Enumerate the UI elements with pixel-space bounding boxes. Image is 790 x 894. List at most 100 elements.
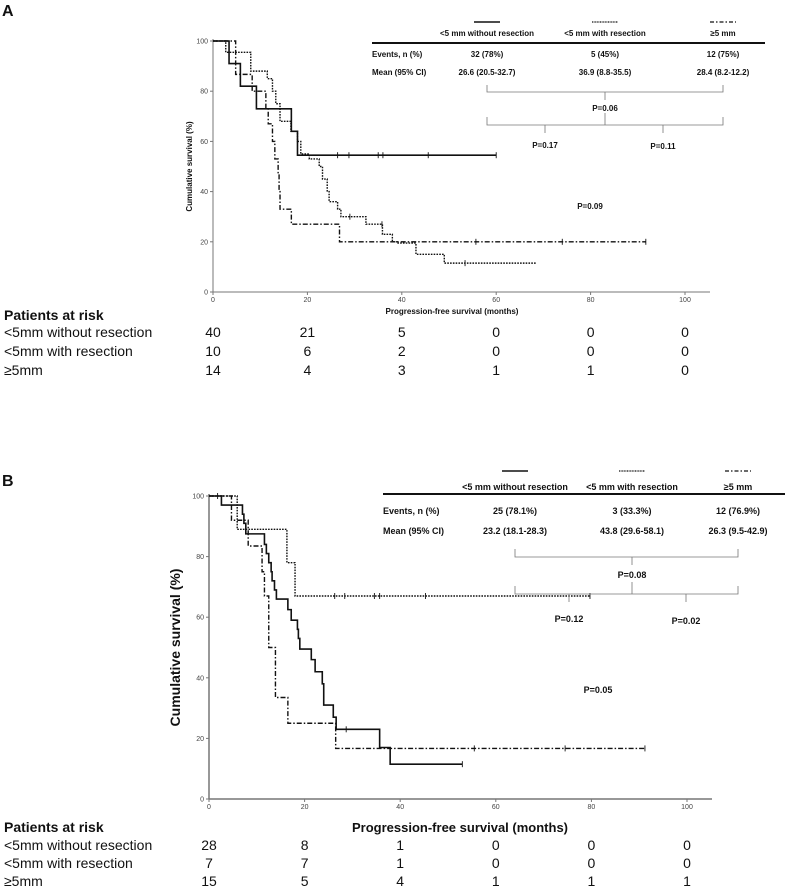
p-value-right: P=0.11 (650, 142, 676, 151)
risk-count: 10 (205, 343, 221, 359)
risk-row-label: <5mm without resection (4, 837, 152, 853)
risk-row-label: <5mm with resection (4, 855, 133, 871)
x-tick-label: 20 (301, 804, 309, 811)
p-value-left: P=0.17 (532, 141, 558, 150)
survival-curve-dotted (213, 40, 536, 264)
table-cell: 3 (33.3%) (612, 506, 651, 516)
panel-label-b: B (2, 473, 14, 490)
risk-row-label: ≥5mm (4, 873, 43, 889)
legend-header: <5 mm with resection (564, 29, 646, 38)
risk-count: 1 (683, 873, 691, 889)
risk-count: 4 (304, 362, 312, 378)
table-row-label: Mean (95% CI) (383, 526, 444, 536)
risk-count: 4 (396, 873, 404, 889)
risk-count: 0 (492, 837, 500, 853)
table-cell: 28.4 (8.2-12.2) (697, 68, 750, 77)
y-axis-label: Cumulative survival (%) (167, 569, 183, 727)
risk-count: 40 (205, 324, 221, 340)
survival-curve-dotted (209, 495, 590, 597)
y-axis-label: Cumulative survival (%) (185, 121, 194, 212)
x-tick-label: 100 (679, 297, 691, 304)
table-cell: 5 (45%) (591, 50, 619, 59)
risk-count: 1 (396, 837, 404, 853)
legend-header: <5 mm without resection (462, 482, 568, 492)
risk-table-title: Patients at risk (4, 819, 104, 835)
risk-row-label: <5mm without resection (4, 324, 152, 340)
y-tick-label: 20 (200, 239, 208, 246)
legend-header: <5 mm without resection (440, 29, 534, 38)
risk-table-title: Patients at risk (4, 307, 104, 323)
bracket-overall (514, 549, 739, 565)
y-tick-label: 100 (192, 494, 204, 501)
risk-count: 1 (587, 362, 595, 378)
y-tick-label: 0 (200, 797, 204, 804)
table-row-label: Mean (95% CI) (372, 68, 427, 77)
x-tick-label: 60 (492, 297, 500, 304)
risk-count: 21 (300, 324, 316, 340)
risk-count: 5 (301, 873, 309, 889)
bracket-pairwise (486, 113, 724, 133)
survival-curve-solid (209, 495, 463, 765)
risk-count: 6 (304, 343, 312, 359)
x-tick-label: 80 (587, 297, 595, 304)
risk-row-label: <5mm with resection (4, 343, 133, 359)
x-tick-label: 100 (681, 804, 693, 811)
table-cell: 12 (76.9%) (716, 506, 760, 516)
y-tick-label: 100 (196, 39, 208, 46)
x-axis-label: Progression-free survival (months) (352, 820, 568, 835)
risk-count: 0 (683, 855, 691, 871)
p-value-overall: P=0.06 (592, 104, 618, 113)
risk-count: 15 (201, 873, 217, 889)
risk-count: 7 (301, 855, 309, 871)
survival-curve-dashdot (209, 495, 645, 750)
y-tick-label: 40 (196, 675, 204, 682)
p-value-left: P=0.12 (555, 614, 584, 624)
x-tick-label: 60 (492, 804, 500, 811)
table-cell: 25 (78.1%) (493, 506, 537, 516)
panel-label-a: A (2, 3, 14, 20)
bracket-pairwise (514, 582, 739, 602)
risk-count: 0 (492, 855, 500, 871)
risk-count: 2 (398, 343, 406, 359)
risk-count: 0 (492, 343, 500, 359)
table-cell: 43.8 (29.6-58.1) (600, 526, 664, 536)
risk-count: 28 (201, 837, 217, 853)
y-tick-label: 40 (200, 189, 208, 196)
x-axis-label: Progression-free survival (months) (386, 307, 519, 316)
legend-header: ≥5 mm (724, 482, 752, 492)
risk-count: 1 (588, 873, 596, 889)
bracket-overall (486, 85, 724, 100)
y-tick-label: 80 (196, 554, 204, 561)
risk-count: 5 (398, 324, 406, 340)
risk-count: 3 (398, 362, 406, 378)
x-tick-label: 40 (398, 297, 406, 304)
risk-row-label: ≥5mm (4, 362, 43, 378)
legend-header: <5 mm with resection (586, 482, 678, 492)
p-value-logrank: P=0.05 (584, 685, 613, 695)
y-tick-label: 0 (204, 290, 208, 297)
p-value-logrank: P=0.09 (577, 202, 603, 211)
y-tick-label: 60 (196, 615, 204, 622)
table-cell: 12 (75%) (707, 50, 740, 59)
p-value-overall: P=0.08 (618, 570, 647, 580)
table-cell: 26.3 (9.5-42.9) (708, 526, 767, 536)
risk-count: 0 (681, 362, 689, 378)
risk-count: 0 (681, 324, 689, 340)
table-cell: 23.2 (18.1-28.3) (483, 526, 547, 536)
risk-count: 0 (588, 855, 596, 871)
table-row-label: Events, n (%) (383, 506, 440, 516)
risk-count: 1 (396, 855, 404, 871)
risk-count: 14 (205, 362, 221, 378)
x-tick-label: 0 (207, 804, 211, 811)
legend-header: ≥5 mm (710, 29, 735, 38)
survival-curve-solid (213, 40, 497, 157)
y-tick-label: 20 (196, 736, 204, 743)
risk-count: 1 (492, 873, 500, 889)
risk-count: 0 (587, 324, 595, 340)
y-tick-label: 60 (200, 139, 208, 146)
risk-count: 0 (681, 343, 689, 359)
x-tick-label: 0 (211, 297, 215, 304)
risk-count: 0 (492, 324, 500, 340)
